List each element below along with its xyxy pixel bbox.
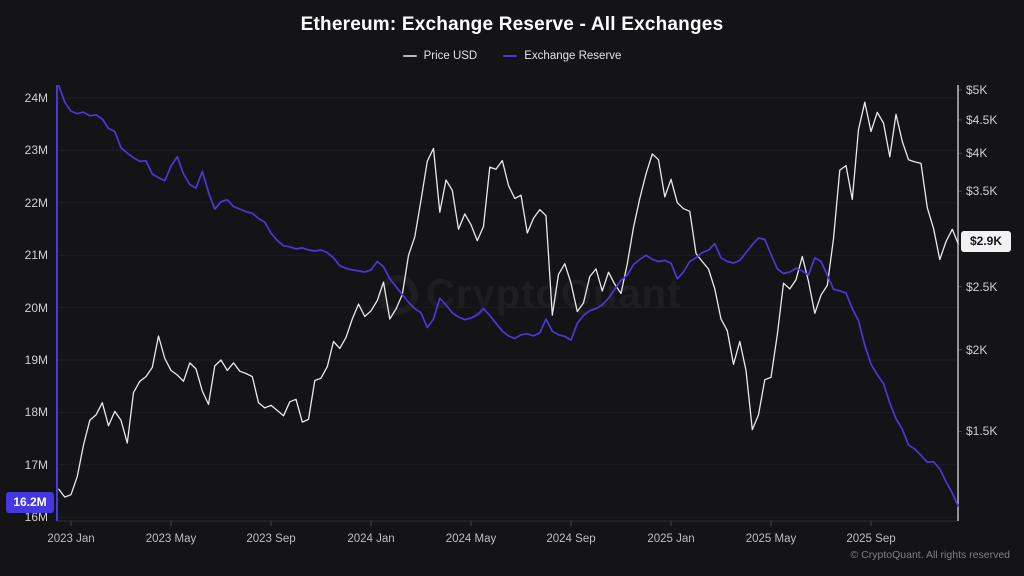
left-axis-tick-label: 23M (24, 143, 48, 158)
reserve-current-value-badge: 16.2M (6, 492, 54, 513)
legend: Price USD Exchange Reserve (0, 50, 1024, 62)
price-current-value-badge: $2.9K (961, 231, 1011, 252)
x-axis-tick-label: 2024 Jan (347, 533, 395, 545)
x-axis-tick-label: 2023 Sep (246, 533, 296, 545)
copyright-notice: © CryptoQuant. All rights reserved (850, 549, 1010, 561)
x-axis-tick-label: 2023 Jan (47, 533, 95, 545)
right-axis-tick-label: $4.5K (966, 112, 998, 127)
legend-item-price-usd[interactable]: Price USD (402, 50, 478, 62)
exchange-reserve-line (57, 84, 960, 508)
x-axis-tick-label: 2025 May (745, 533, 797, 545)
right-axis-tick-label: $4K (966, 146, 988, 161)
left-axis-tick-label: 20M (24, 300, 48, 315)
left-axis-tick-label: 22M (24, 195, 48, 210)
x-axis-tick-label: 2025 Jan (647, 533, 695, 545)
legend-label-exchange-reserve: Exchange Reserve (524, 50, 622, 62)
left-axis-tick-label: 18M (24, 405, 48, 420)
x-axis-tick-label: 2023 May (145, 533, 197, 545)
right-axis-tick-label: $1.5K (966, 424, 998, 439)
price-usd-line (57, 101, 960, 498)
x-axis-tick-label: 2024 Sep (546, 533, 596, 545)
left-axis-tick-label: 19M (24, 353, 48, 367)
right-axis-tick-label: $3.5K (966, 184, 998, 199)
price-line-swatch-icon (402, 55, 417, 57)
right-axis-tick-label: $2.5K (966, 279, 998, 294)
left-axis-tick-label: 21M (24, 248, 48, 263)
legend-item-exchange-reserve[interactable]: Exchange Reserve (503, 50, 621, 62)
chart-title: Ethereum: Exchange Reserve - All Exchang… (300, 14, 724, 35)
reserve-line-swatch-icon (503, 55, 518, 57)
x-axis-tick-label: 2024 May (445, 533, 497, 545)
left-axis-tick-label: 24M (24, 91, 48, 105)
legend-label-price-usd: Price USD (423, 50, 478, 62)
left-axis-tick-label: 16M (24, 510, 48, 525)
right-axis-tick-label: $2K (966, 342, 988, 357)
left-axis-tick-label: 17M (24, 457, 48, 472)
x-axis-tick-label: 2025 Sep (846, 533, 896, 545)
right-axis-tick-label: $5K (966, 83, 988, 97)
